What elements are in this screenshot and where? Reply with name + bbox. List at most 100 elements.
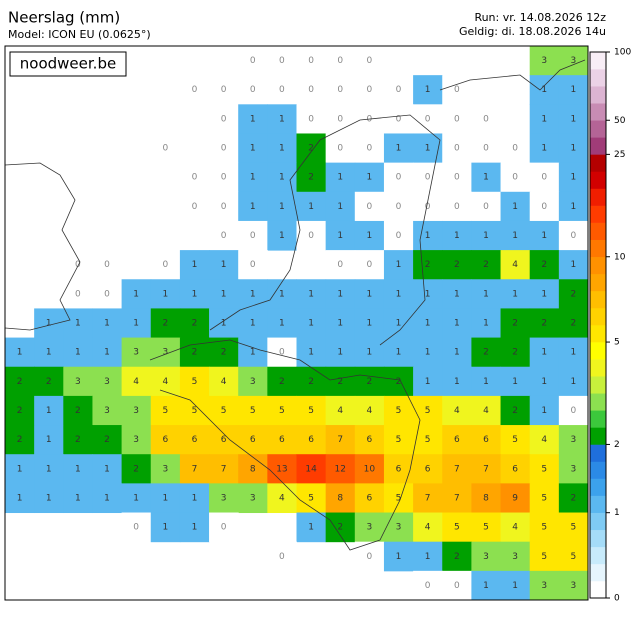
precip-cell [442, 191, 472, 222]
precip-value: 2 [512, 348, 518, 358]
colorbar-bin [590, 444, 606, 462]
precip-value: 0 [279, 85, 285, 95]
colorbar-tick-label: 1 [614, 508, 620, 518]
precip-value: 1 [512, 377, 518, 387]
precip-value: 5 [308, 493, 314, 503]
colorbar-tick-label: 10 [614, 252, 626, 262]
precip-cell [529, 541, 560, 572]
precip-value: 1 [162, 493, 168, 503]
precip-cell [529, 483, 560, 514]
precip-cell [179, 279, 210, 309]
precip-cell [63, 366, 93, 397]
precip-value: 1 [17, 348, 23, 358]
precip-value: 3 [162, 348, 168, 358]
precip-cell [238, 46, 268, 76]
precip-value: 2 [17, 377, 23, 387]
colorbar-bin [590, 325, 606, 343]
precip-value: 2 [367, 377, 373, 387]
precip-cell [354, 279, 385, 309]
precip-value: 2 [75, 406, 81, 416]
precip-cell [442, 162, 472, 193]
precip-cell [529, 250, 560, 280]
precip-cell [354, 162, 385, 193]
precip-cell [92, 483, 123, 514]
precip-value: 1 [46, 319, 52, 329]
precip-value: 1 [396, 289, 402, 299]
precip-value: 0 [279, 348, 285, 358]
precip-value: 1 [512, 231, 518, 241]
colorbar-bin [590, 410, 606, 428]
precip-cell [179, 512, 210, 543]
precip-value: 1 [541, 348, 547, 358]
precip-cell [209, 279, 239, 309]
precip-value: 3 [571, 464, 577, 474]
precip-cell [383, 395, 414, 426]
precip-cell [529, 75, 560, 105]
precip-cell [325, 162, 356, 193]
precip-cell [558, 570, 589, 601]
precip-cell [558, 541, 589, 572]
precip-cell [413, 279, 443, 309]
precip-cell [354, 308, 385, 339]
colorbar-bin [590, 580, 606, 599]
precip-value: 2 [279, 377, 285, 387]
precip-cell [529, 46, 560, 76]
colorbar-bin [590, 529, 606, 548]
precip-value: 1 [571, 377, 577, 387]
precip-cell [383, 483, 414, 514]
precip-cell [442, 366, 472, 397]
precip-cell [150, 512, 181, 543]
precip-value: 5 [541, 493, 547, 503]
precip-value: 0 [396, 173, 402, 183]
precip-value: 1 [425, 377, 431, 387]
precip-cell [471, 425, 502, 455]
precip-value: 5 [541, 523, 547, 533]
precip-cell [383, 454, 414, 484]
precip-cell [529, 279, 560, 309]
precip-cell [34, 425, 64, 455]
colorbar-bin [590, 359, 606, 377]
colorbar-bin [590, 137, 606, 155]
precip-cell [500, 541, 531, 572]
precip-value: 1 [512, 289, 518, 299]
border [149, 339, 421, 551]
colorbar-bin [590, 52, 606, 70]
precip-value: 6 [396, 464, 402, 474]
precip-cell [558, 483, 589, 514]
precip-value: 1 [75, 348, 81, 358]
precip-cell [179, 75, 210, 105]
precip-value: 1 [104, 464, 110, 474]
colorbar-tick-label: 50 [614, 116, 626, 126]
precip-value: 1 [541, 85, 547, 95]
colorbar-bin [590, 205, 606, 223]
precip-grid: 0 0 0 0 0 3 30 0 0 0 0 0 0 0 1 0 1 10 1 1 0 0 0 0 0 0 0 1 10 0 1 1 2 0 0 1 1… [5, 46, 589, 601]
precip-value: 6 [512, 464, 518, 474]
precip-value: 0 [133, 523, 139, 533]
precip-value: 1 [541, 377, 547, 387]
colorbar-bin [590, 342, 606, 360]
precip-value: 3 [483, 552, 489, 562]
precip-cell [5, 483, 35, 514]
precip-cell [34, 337, 64, 368]
precip-value: 0 [250, 85, 256, 95]
precip-value: 1 [250, 173, 256, 183]
precip-cell [529, 308, 560, 339]
precip-cell [471, 541, 502, 572]
precip-value: 2 [337, 523, 343, 533]
precip-value: 1 [17, 493, 23, 503]
precip-cell [500, 425, 531, 455]
precip-cell [209, 162, 239, 193]
precip-value: 0 [308, 231, 314, 241]
precip-value: 2 [337, 377, 343, 387]
precip-value: 3 [75, 377, 81, 387]
precip-cell [296, 279, 327, 309]
precip-cell [325, 75, 356, 105]
precip-cell [413, 75, 443, 105]
precip-value: 1 [396, 260, 402, 270]
precip-value: 0 [425, 173, 431, 183]
colorbar-bin [590, 171, 606, 189]
precip-cell [238, 366, 268, 397]
precip-value: 1 [367, 319, 373, 329]
precip-cell [209, 75, 239, 105]
precip-value: 1 [133, 493, 139, 503]
